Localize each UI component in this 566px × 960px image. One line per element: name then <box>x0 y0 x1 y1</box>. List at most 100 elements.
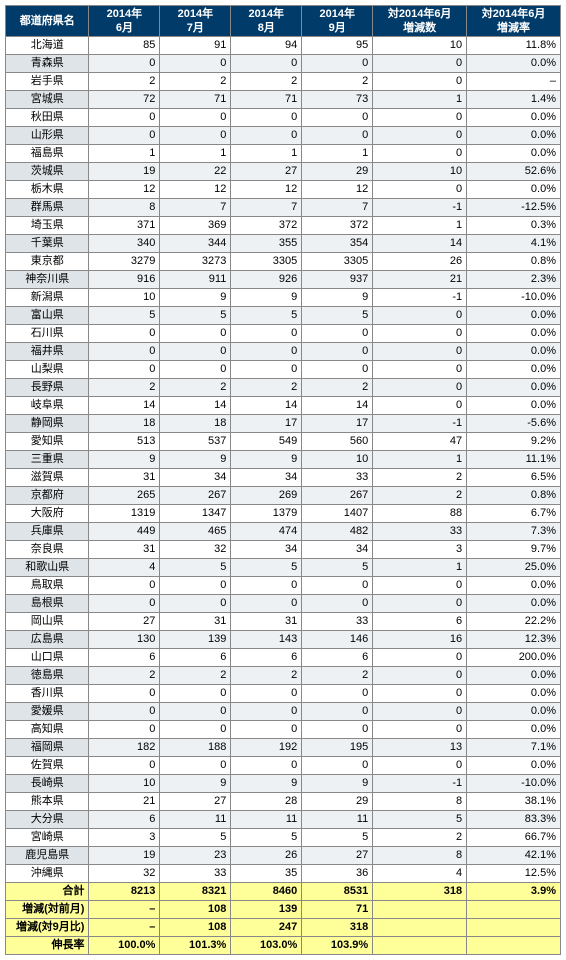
cell-value: 344 <box>160 235 231 253</box>
summary-value <box>467 937 561 955</box>
pref-name: 沖縄県 <box>6 865 89 883</box>
cell-value: 7.1% <box>467 739 561 757</box>
cell-value: 371 <box>89 217 160 235</box>
cell-value: 0 <box>302 577 373 595</box>
cell-value: 34 <box>302 541 373 559</box>
cell-value: 2 <box>231 667 302 685</box>
cell-value: 38.1% <box>467 793 561 811</box>
pref-name: 群馬県 <box>6 199 89 217</box>
cell-value: 0.0% <box>467 307 561 325</box>
cell-value: 1 <box>373 91 467 109</box>
table-row: 三重県99910111.1% <box>6 451 561 469</box>
cell-value: 34 <box>160 469 231 487</box>
cell-value: -1 <box>373 289 467 307</box>
cell-value: 0.0% <box>467 145 561 163</box>
cell-value: 12 <box>231 181 302 199</box>
table-row: 奈良県3132343439.7% <box>6 541 561 559</box>
table-row: 福岡県182188192195137.1% <box>6 739 561 757</box>
cell-value: 0 <box>89 703 160 721</box>
cell-value: 0.0% <box>467 595 561 613</box>
cell-value: 0 <box>160 55 231 73</box>
cell-value: 6 <box>160 649 231 667</box>
cell-value: 0 <box>373 55 467 73</box>
cell-value: 372 <box>302 217 373 235</box>
pref-name: 秋田県 <box>6 109 89 127</box>
pref-name: 山梨県 <box>6 361 89 379</box>
summary-value: 101.3% <box>160 937 231 955</box>
pref-name: 高知県 <box>6 721 89 739</box>
cell-value: 18 <box>89 415 160 433</box>
cell-value: 0 <box>231 343 302 361</box>
cell-value: 0 <box>231 109 302 127</box>
table-row: 岐阜県1414141400.0% <box>6 397 561 415</box>
table-row: 神奈川県916911926937212.3% <box>6 271 561 289</box>
cell-value: 91 <box>160 37 231 55</box>
cell-value: 17 <box>231 415 302 433</box>
summary-value: 108 <box>160 901 231 919</box>
cell-value: 88 <box>373 505 467 523</box>
pref-name: 広島県 <box>6 631 89 649</box>
pref-name: 東京都 <box>6 253 89 271</box>
cell-value: 5 <box>231 559 302 577</box>
cell-value: 35 <box>231 865 302 883</box>
cell-value: 0.0% <box>467 361 561 379</box>
cell-value: 0.0% <box>467 343 561 361</box>
table-row: 佐賀県000000.0% <box>6 757 561 775</box>
cell-value: 0 <box>231 361 302 379</box>
cell-value: 2 <box>373 487 467 505</box>
cell-value: 10 <box>89 775 160 793</box>
table-row: 沖縄県32333536412.5% <box>6 865 561 883</box>
cell-value: 14 <box>89 397 160 415</box>
cell-value: 34 <box>231 469 302 487</box>
cell-value: 19 <box>89 163 160 181</box>
summary-value: 100.0% <box>89 937 160 955</box>
pref-name: 栃木県 <box>6 181 89 199</box>
prefecture-table: 都道府県名2014年6月2014年7月2014年8月2014年9月対2014年6… <box>5 5 561 955</box>
pref-name: 佐賀県 <box>6 757 89 775</box>
summary-row: 合計82138321846085313183.9% <box>6 883 561 901</box>
cell-value: -1 <box>373 199 467 217</box>
cell-value: 2 <box>231 379 302 397</box>
table-row: 群馬県8777-1-12.5% <box>6 199 561 217</box>
cell-value: 1 <box>373 451 467 469</box>
cell-value: 3 <box>373 541 467 559</box>
cell-value: 267 <box>160 487 231 505</box>
cell-value: 1 <box>373 559 467 577</box>
cell-value: 29 <box>302 793 373 811</box>
table-row: 熊本県21272829838.1% <box>6 793 561 811</box>
cell-value: 31 <box>231 613 302 631</box>
cell-value: 0.0% <box>467 379 561 397</box>
cell-value: 36 <box>302 865 373 883</box>
pref-name: 宮城県 <box>6 91 89 109</box>
pref-name: 福島県 <box>6 145 89 163</box>
cell-value: 0.0% <box>467 127 561 145</box>
cell-value: 0 <box>373 325 467 343</box>
cell-value: 83.3% <box>467 811 561 829</box>
pref-name: 福井県 <box>6 343 89 361</box>
cell-value: -10.0% <box>467 289 561 307</box>
cell-value: 0 <box>373 685 467 703</box>
summary-value: 247 <box>231 919 302 937</box>
summary-value: 8531 <box>302 883 373 901</box>
table-row: 新潟県10999-1-10.0% <box>6 289 561 307</box>
cell-value: 188 <box>160 739 231 757</box>
cell-value: 0 <box>89 127 160 145</box>
cell-value: 85 <box>89 37 160 55</box>
cell-value: 25.0% <box>467 559 561 577</box>
cell-value: 6.7% <box>467 505 561 523</box>
pref-name: 長崎県 <box>6 775 89 793</box>
table-row: 福井県000000.0% <box>6 343 561 361</box>
table-row: 東京都3279327333053305260.8% <box>6 253 561 271</box>
col-header-1: 2014年6月 <box>89 6 160 37</box>
table-row: 秋田県000000.0% <box>6 109 561 127</box>
cell-value: 130 <box>89 631 160 649</box>
cell-value: 354 <box>302 235 373 253</box>
cell-value: 146 <box>302 631 373 649</box>
summary-value: – <box>89 901 160 919</box>
table-row: 京都府26526726926720.8% <box>6 487 561 505</box>
cell-value: 0 <box>89 55 160 73</box>
cell-value: 11 <box>160 811 231 829</box>
cell-value: 0 <box>160 127 231 145</box>
table-row: 山口県66660200.0% <box>6 649 561 667</box>
cell-value: 2 <box>302 667 373 685</box>
